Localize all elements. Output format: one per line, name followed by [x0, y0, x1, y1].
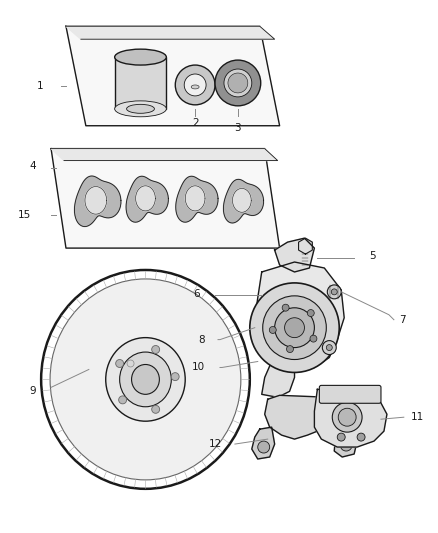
Text: 15: 15 [18, 210, 31, 220]
Ellipse shape [115, 49, 166, 65]
Circle shape [322, 341, 336, 354]
Text: 3: 3 [235, 123, 241, 133]
Polygon shape [275, 238, 314, 272]
Circle shape [258, 441, 270, 453]
Polygon shape [252, 427, 275, 459]
Ellipse shape [338, 408, 356, 426]
Circle shape [327, 285, 341, 299]
Ellipse shape [228, 73, 248, 93]
Ellipse shape [152, 345, 159, 353]
Ellipse shape [119, 396, 127, 404]
Circle shape [269, 327, 276, 334]
Polygon shape [85, 187, 106, 214]
Circle shape [282, 304, 289, 311]
Text: 12: 12 [209, 439, 222, 449]
Polygon shape [314, 389, 387, 447]
Text: 1: 1 [36, 81, 43, 91]
Polygon shape [233, 189, 251, 212]
Circle shape [326, 345, 332, 351]
Circle shape [286, 345, 293, 352]
Circle shape [310, 335, 317, 342]
Polygon shape [51, 149, 279, 248]
Polygon shape [223, 179, 264, 223]
Text: 4: 4 [29, 160, 36, 171]
Polygon shape [51, 149, 278, 160]
Text: 6: 6 [194, 289, 200, 299]
Polygon shape [299, 238, 312, 254]
Circle shape [337, 433, 345, 441]
Ellipse shape [175, 65, 215, 105]
Ellipse shape [50, 279, 241, 480]
Circle shape [285, 318, 304, 337]
Polygon shape [265, 395, 354, 439]
Polygon shape [185, 186, 205, 211]
Circle shape [340, 439, 352, 451]
Polygon shape [66, 26, 279, 126]
FancyBboxPatch shape [115, 57, 166, 109]
Text: 7: 7 [399, 314, 406, 325]
Bar [303, 252, 308, 268]
Ellipse shape [106, 337, 185, 421]
Circle shape [275, 308, 314, 348]
Polygon shape [255, 262, 344, 369]
Ellipse shape [184, 74, 206, 96]
Ellipse shape [224, 69, 252, 97]
Polygon shape [66, 26, 275, 39]
Ellipse shape [116, 360, 124, 367]
Ellipse shape [191, 85, 199, 89]
Text: 9: 9 [29, 386, 36, 397]
Polygon shape [74, 176, 121, 227]
Ellipse shape [127, 104, 155, 114]
Circle shape [357, 433, 365, 441]
Text: 5: 5 [369, 251, 376, 261]
Circle shape [331, 289, 337, 295]
Ellipse shape [332, 402, 362, 432]
Ellipse shape [115, 101, 166, 117]
Circle shape [250, 283, 339, 373]
Polygon shape [126, 176, 168, 222]
Ellipse shape [152, 405, 159, 413]
Text: 10: 10 [192, 362, 205, 373]
Polygon shape [262, 361, 294, 397]
Text: 8: 8 [198, 335, 205, 345]
Ellipse shape [120, 352, 171, 407]
Polygon shape [176, 176, 218, 222]
Circle shape [307, 310, 314, 317]
Polygon shape [334, 427, 357, 457]
Circle shape [263, 296, 326, 360]
Text: 2: 2 [192, 118, 198, 128]
FancyBboxPatch shape [319, 385, 381, 403]
Ellipse shape [41, 270, 250, 489]
Polygon shape [136, 186, 155, 211]
Text: 11: 11 [411, 412, 424, 422]
Ellipse shape [131, 365, 159, 394]
Ellipse shape [215, 60, 261, 106]
Ellipse shape [171, 373, 179, 381]
